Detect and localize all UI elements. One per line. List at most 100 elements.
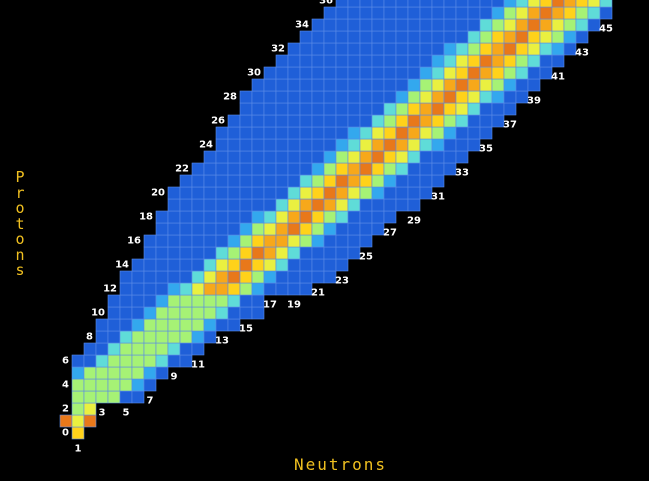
nuclide-cell (395, 174, 409, 188)
nuclide-cell (287, 174, 301, 188)
nuclide-cell (119, 378, 133, 392)
nuclide-cell (455, 42, 469, 56)
nuclide-cell (323, 174, 337, 188)
nuclide-cell (275, 282, 289, 296)
nuclide-cell (515, 18, 529, 32)
nuclide-cell (347, 66, 361, 80)
nuclide-cell (239, 246, 253, 260)
nuclide-cell (347, 102, 361, 116)
nuclide-cell (251, 222, 265, 236)
y-tick-label: 0 (62, 428, 69, 439)
nuclide-cell (155, 258, 169, 272)
nuclide-cell (383, 102, 397, 116)
x-tick-label: 15 (239, 324, 253, 335)
nuclide-cell (215, 198, 229, 212)
nuclide-cell (335, 102, 349, 116)
nuclide-cell (419, 18, 433, 32)
nuclide-cell (335, 234, 349, 248)
nuclide-cell (107, 354, 121, 368)
nuclide-cell (203, 234, 217, 248)
nuclide-cell (179, 342, 193, 356)
y-tick-label: 6 (62, 356, 69, 367)
nuclide-cell (191, 318, 205, 332)
nuclide-cell (575, 18, 589, 32)
nuclide-cell (191, 258, 205, 272)
nuclide-cell (119, 282, 133, 296)
nuclide-cell (395, 0, 409, 8)
nuclide-cell (587, 6, 601, 20)
nuclide-cell (383, 18, 397, 32)
nuclide-cell (491, 66, 505, 80)
y-tick-label: 36 (319, 0, 333, 7)
nuclide-cell (359, 234, 373, 248)
nuclide-cell (191, 342, 205, 356)
nuclide-cell (263, 258, 277, 272)
nuclide-cell (347, 90, 361, 104)
nuclide-cell (491, 54, 505, 68)
nuclide-cell (299, 138, 313, 152)
nuclide-cell (275, 234, 289, 248)
nuclide-cell (251, 90, 265, 104)
nuclide-cell (83, 390, 97, 404)
nuclide-cell (287, 186, 301, 200)
nuclide-cell (383, 126, 397, 140)
nuclide-cell (407, 102, 421, 116)
nuclide-cell (347, 6, 361, 20)
y-tick-label: 20 (151, 188, 165, 199)
nuclide-cell (227, 306, 241, 320)
nuclide-cell (467, 42, 481, 56)
nuclide-cell (563, 6, 577, 20)
nuclide-cell (395, 138, 409, 152)
nuclide-cell (287, 198, 301, 212)
nuclide-cell (347, 222, 361, 236)
nuclide-cell (287, 150, 301, 164)
nuclide-cell (215, 162, 229, 176)
nuclide-cell (335, 174, 349, 188)
nuclide-cell (263, 270, 277, 284)
nuclide-cell (335, 0, 349, 8)
nuclide-cell (311, 198, 325, 212)
nuclide-cell (263, 126, 277, 140)
nuclide-cell (263, 90, 277, 104)
nuclide-cell (299, 30, 313, 44)
nuclide-cell (479, 114, 493, 128)
nuclide-cell (419, 54, 433, 68)
nuclide-cell (335, 18, 349, 32)
nuclide-cell (311, 258, 325, 272)
nuclide-cell (383, 54, 397, 68)
nuclide-cell (467, 6, 481, 20)
nuclide-cell (179, 210, 193, 224)
nuclide-cell (215, 126, 229, 140)
nuclide-cell (239, 114, 253, 128)
nuclide-cell (311, 102, 325, 116)
nuclide-cell (479, 54, 493, 68)
nuclide-cell (287, 42, 301, 56)
nuclide-cell (215, 282, 229, 296)
nuclide-cell (335, 30, 349, 44)
nuclide-cell (299, 258, 313, 272)
nuclide-cell (311, 246, 325, 260)
nuclide-cell (251, 174, 265, 188)
nuclide-cell (203, 246, 217, 260)
nuclide-cell (323, 78, 337, 92)
nuclide-cell (359, 54, 373, 68)
nuclide-cell (311, 150, 325, 164)
nuclide-cell (407, 78, 421, 92)
nuclide-cell (455, 150, 469, 164)
nuclide-cell (311, 270, 325, 284)
nuclide-cell (323, 186, 337, 200)
nuclide-cell (575, 0, 589, 8)
y-tick-label: 24 (199, 140, 213, 151)
nuclide-cell (431, 54, 445, 68)
nuclide-cell (479, 18, 493, 32)
nuclide-cell (263, 282, 277, 296)
nuclide-cell (527, 66, 541, 80)
nuclide-cell (107, 366, 121, 380)
nuclide-cell (203, 210, 217, 224)
nuclide-cell (395, 102, 409, 116)
nuclide-cell (155, 246, 169, 260)
nuclide-cell (347, 138, 361, 152)
nuclide-cell (155, 270, 169, 284)
nuclide-cell (443, 6, 457, 20)
